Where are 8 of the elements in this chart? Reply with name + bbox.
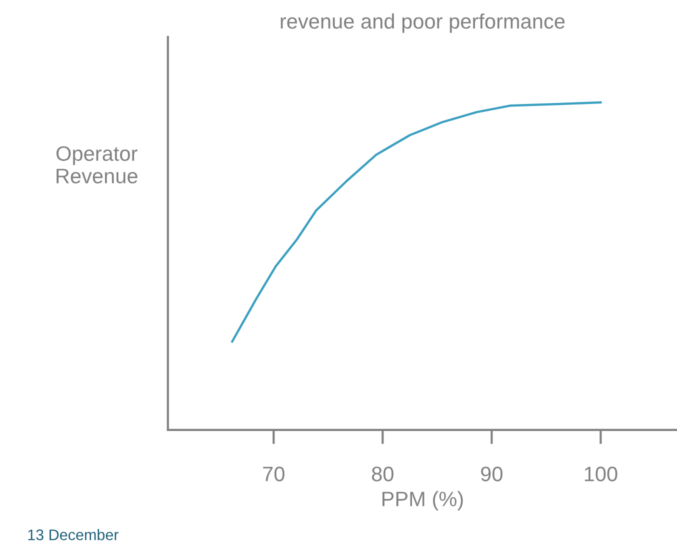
x-tick-label: 100 bbox=[584, 466, 618, 482]
x-tick-label: 80 bbox=[372, 466, 394, 482]
x-tick-label: 90 bbox=[481, 466, 502, 482]
x-axis-title: PPM (%) bbox=[382, 491, 463, 510]
chart-title: revenue and poor performance bbox=[280, 13, 565, 33]
x-tick-label: 70 bbox=[263, 466, 284, 482]
y-axis-title: Operator Revenue bbox=[56, 146, 138, 184]
text: 13 December bbox=[28, 529, 119, 540]
